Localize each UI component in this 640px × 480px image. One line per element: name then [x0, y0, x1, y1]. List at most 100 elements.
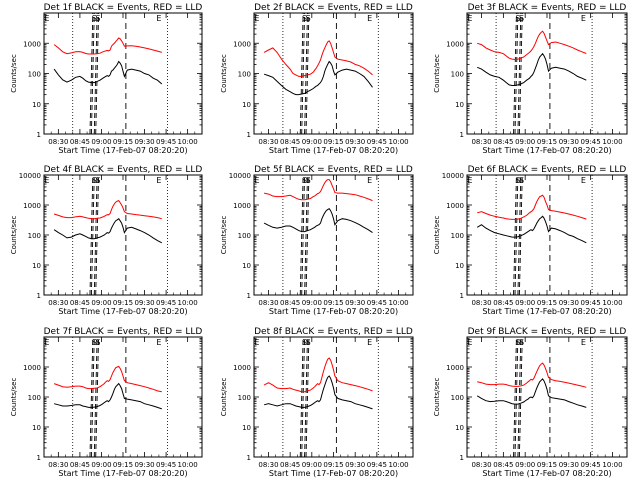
y-axis-label: Counts/sec	[10, 54, 18, 93]
series-events-line	[53, 382, 162, 410]
e-marker-label: E	[467, 14, 472, 23]
y-tick-label: 100	[238, 71, 251, 79]
x-tick-label: 09:15	[537, 299, 557, 307]
plot-frame	[43, 174, 203, 296]
x-tick-label: 09:00	[515, 138, 535, 146]
y-tick-label: 1000	[23, 202, 41, 210]
y-tick-label: 1	[37, 454, 41, 462]
x-tick-label: 09:00	[302, 138, 322, 146]
y-tick-label: 10	[455, 424, 464, 432]
y-axis-label: Counts/sec	[220, 378, 228, 417]
x-tick-label: 10:00	[602, 461, 622, 469]
slanted-dashed-marker	[299, 336, 304, 458]
x-tick-label: 09:45	[367, 461, 387, 469]
x-axis-label: Start Time (17-Feb-07 08:20:20)	[269, 146, 398, 155]
s-marker-label: S	[302, 14, 307, 23]
e-marker-label: E	[367, 176, 372, 185]
e-marker-label: E	[581, 14, 586, 23]
panel-6: Det 6f BLACK = Events, RED = LLD 1 10 100 10…	[433, 165, 628, 316]
x-tick-label: 08:45	[70, 138, 90, 146]
x-tick-label: 09:30	[134, 299, 154, 307]
s-marker-label: S	[92, 176, 97, 185]
y-tick-label: 10	[242, 424, 251, 432]
series-lld-line	[477, 362, 587, 388]
slanted-dashed-marker	[513, 12, 517, 135]
slanted-dashed-marker	[93, 336, 98, 458]
y-tick-label: 1000	[23, 364, 41, 372]
slanted-dashed-marker	[93, 174, 98, 296]
x-axis-label: Start Time (17-Feb-07 08:20:20)	[58, 307, 187, 316]
y-tick-label: 1	[460, 131, 464, 139]
panel-title: Det 6f BLACK = Events, RED = LLD	[468, 165, 627, 175]
y-tick-label: 100	[238, 394, 251, 402]
x-tick-label: 10:00	[388, 138, 408, 146]
slanted-dashed-marker	[305, 174, 310, 296]
y-tick-label: 100	[28, 71, 41, 79]
y-tick-label: 1	[247, 131, 251, 139]
e-marker-label: E	[44, 338, 49, 347]
x-tick-label: 08:45	[493, 299, 513, 307]
slanted-dashed-marker	[93, 12, 98, 135]
x-tick-label: 10:00	[388, 461, 408, 469]
panel-8: Det 8f BLACK = Events, RED = LLD 1 10 100 10…	[220, 327, 414, 478]
x-tick-label: 09:30	[345, 461, 365, 469]
s-marker-label: S	[519, 176, 524, 185]
x-tick-label: 09:30	[345, 299, 365, 307]
e-marker-label: E	[156, 14, 161, 23]
slanted-dashed-marker	[518, 12, 523, 135]
slanted-dashed-marker	[304, 336, 308, 458]
slanted-dashed-marker	[89, 336, 94, 458]
x-tick-label: 08:45	[280, 461, 300, 469]
s-marker-label: S	[302, 338, 307, 347]
series-lld-line	[263, 357, 373, 393]
panel-title: Det 3f BLACK = Events, RED = LLD	[468, 3, 627, 13]
plot-frame	[43, 336, 203, 458]
x-tick-label: 08:30	[48, 138, 68, 146]
e-marker-label: E	[367, 338, 372, 347]
x-tick-label: 08:30	[258, 138, 278, 146]
e-marker-label: E	[467, 338, 472, 347]
x-tick-label: 09:15	[113, 138, 133, 146]
panel-title: Det 7f BLACK = Events, RED = LLD	[44, 327, 203, 337]
x-tick-label: 08:45	[70, 461, 90, 469]
series-lld-line	[263, 179, 373, 202]
x-tick-label: 09:45	[581, 138, 601, 146]
y-tick-label: 100	[28, 394, 41, 402]
series-events-line	[263, 208, 373, 234]
y-tick-label: 1	[37, 131, 41, 139]
x-tick-label: 09:45	[367, 299, 387, 307]
panel-5: Det 5f BLACK = Events, RED = LLD 1 10 100 10…	[220, 165, 414, 316]
s-marker-label: S	[306, 14, 311, 23]
s-marker-label: S	[519, 14, 524, 23]
slanted-dashed-marker	[304, 12, 308, 135]
series-events-line	[53, 60, 163, 85]
y-tick-label: 100	[28, 232, 41, 240]
x-tick-label: 09:30	[345, 138, 365, 146]
panel-title: Det 9f BLACK = Events, RED = LLD	[468, 327, 627, 337]
slanted-dashed-marker	[518, 336, 523, 458]
x-tick-label: 09:15	[113, 299, 133, 307]
plot-frame	[466, 336, 628, 458]
y-tick-label: 100	[238, 232, 251, 240]
x-tick-label: 09:00	[302, 461, 322, 469]
slanted-dashed-marker	[518, 174, 523, 296]
series-lld-line	[477, 194, 587, 220]
y-tick-label: 10	[32, 262, 41, 270]
series-lld-line	[477, 30, 587, 61]
x-tick-label: 08:30	[48, 461, 68, 469]
y-tick-label: 1000	[233, 202, 251, 210]
series-lld-line	[263, 40, 373, 77]
y-tick-label: 1000	[233, 40, 251, 48]
y-tick-label: 10	[455, 262, 464, 270]
s-marker-label: S	[95, 14, 100, 23]
slanted-dashed-marker	[513, 336, 517, 458]
x-tick-label: 09:00	[91, 461, 111, 469]
e-marker-label: E	[44, 14, 49, 23]
series-events-line	[263, 60, 373, 96]
panel-4: Det 4f BLACK = Events, RED = LLD 1 10 100 10…	[10, 165, 203, 316]
panel-title: Det 2f BLACK = Events, RED = LLD	[254, 3, 413, 13]
panel-2: Det 2f BLACK = Events, RED = LLD 1 10 100 10…	[220, 3, 414, 155]
slanted-dashed-marker	[513, 174, 517, 296]
plot-frame	[253, 174, 414, 296]
y-tick-label: 10000	[442, 172, 464, 180]
